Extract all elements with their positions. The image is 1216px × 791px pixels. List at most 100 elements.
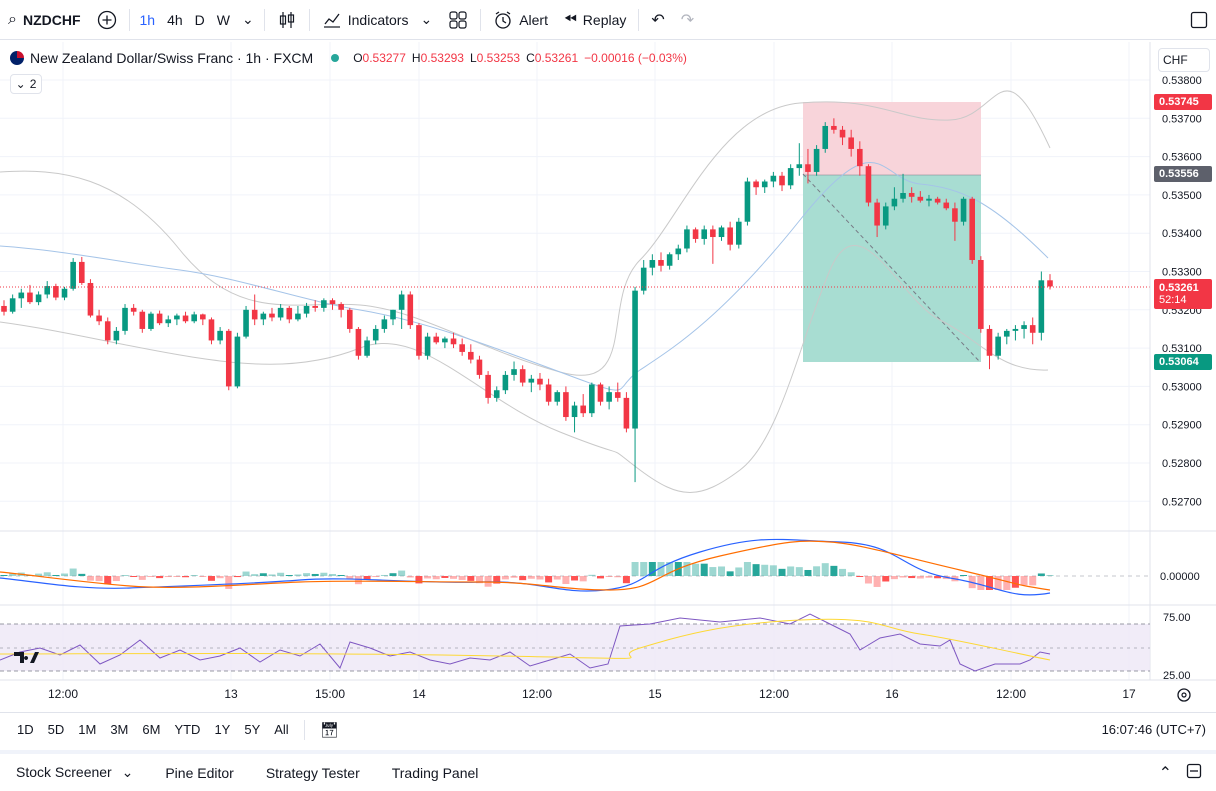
position-tool[interactable] bbox=[802, 102, 981, 363]
candle-body[interactable] bbox=[303, 305, 310, 314]
range-1d[interactable]: 1D bbox=[17, 722, 34, 737]
candle-body[interactable] bbox=[79, 261, 85, 283]
candle-body[interactable] bbox=[122, 307, 128, 331]
candle-body[interactable] bbox=[978, 260, 984, 329]
candle-body[interactable] bbox=[969, 198, 975, 261]
candle-body[interactable] bbox=[934, 198, 941, 203]
redo-button[interactable]: ↷ bbox=[673, 0, 702, 40]
candle-body[interactable] bbox=[571, 405, 578, 418]
candle-body[interactable] bbox=[130, 307, 137, 312]
candle-body[interactable] bbox=[614, 392, 621, 398]
candle-body[interactable] bbox=[442, 338, 448, 343]
candle-body[interactable] bbox=[1021, 325, 1027, 329]
interval-4h[interactable]: 4h bbox=[167, 11, 183, 28]
candle-body[interactable] bbox=[355, 328, 362, 356]
candle-body[interactable] bbox=[1047, 280, 1053, 287]
candle-body[interactable] bbox=[753, 181, 759, 188]
range-all[interactable]: All bbox=[274, 722, 289, 737]
candle-body[interactable] bbox=[251, 309, 258, 320]
candle-body[interactable] bbox=[839, 129, 846, 138]
candle-body[interactable] bbox=[787, 168, 794, 186]
candle-body[interactable] bbox=[70, 261, 76, 289]
candle-body[interactable] bbox=[666, 254, 673, 266]
candle-body[interactable] bbox=[995, 336, 1001, 356]
candle-body[interactable] bbox=[1003, 330, 1010, 337]
candle-body[interactable] bbox=[545, 384, 552, 402]
candle-body[interactable] bbox=[770, 175, 777, 182]
candle-body[interactable] bbox=[537, 378, 543, 385]
tab-stock-screener[interactable]: Stock Screener ⌄ bbox=[0, 764, 149, 781]
candle-body[interactable] bbox=[813, 148, 820, 172]
go-to-date-calendar-icon[interactable]: 📅︎ bbox=[319, 721, 339, 739]
layout-button[interactable] bbox=[1182, 0, 1216, 40]
candle-body[interactable] bbox=[926, 198, 932, 201]
candle-body[interactable] bbox=[364, 340, 370, 356]
range-ytd[interactable]: YTD bbox=[174, 722, 201, 737]
legend-collapse-button[interactable]: ⌄ 2 bbox=[10, 74, 42, 94]
candle-body[interactable] bbox=[200, 314, 206, 320]
candle-body[interactable] bbox=[424, 336, 431, 356]
candle-body[interactable] bbox=[597, 384, 604, 402]
candle-body[interactable] bbox=[208, 319, 215, 341]
currency-button[interactable]: CHF bbox=[1158, 48, 1210, 72]
tab-trading-panel[interactable]: Trading Panel bbox=[391, 764, 479, 781]
range-6m[interactable]: 6M bbox=[142, 722, 161, 737]
candle-body[interactable] bbox=[528, 378, 535, 383]
templates-button[interactable] bbox=[440, 0, 476, 40]
price-axis[interactable]: 0.53800 0.53700 0.53600 0.53500 0.53400 0.533… bbox=[1162, 75, 1202, 508]
candle-body[interactable] bbox=[44, 286, 51, 295]
candle-body[interactable] bbox=[217, 330, 223, 341]
candle-body[interactable] bbox=[243, 309, 249, 337]
candle-body[interactable] bbox=[87, 282, 94, 316]
candle-body[interactable] bbox=[658, 260, 664, 266]
candle-body[interactable] bbox=[831, 125, 837, 130]
candle-body[interactable] bbox=[917, 196, 924, 201]
candle-body[interactable] bbox=[882, 206, 889, 226]
candle-body[interactable] bbox=[857, 148, 863, 167]
candle-body[interactable] bbox=[329, 300, 336, 305]
candle-body[interactable] bbox=[156, 313, 163, 324]
candle-body[interactable] bbox=[701, 229, 708, 239]
candle-body[interactable] bbox=[735, 221, 742, 245]
candle-body[interactable] bbox=[338, 304, 344, 310]
tab-strategy-tester[interactable]: Strategy Tester bbox=[265, 764, 360, 781]
candle-body[interactable] bbox=[104, 321, 111, 341]
replay-button[interactable]: ⏪︎ Replay bbox=[556, 0, 634, 40]
candle-body[interactable] bbox=[589, 384, 595, 414]
chart-settings-gear-icon[interactable] bbox=[1177, 688, 1191, 702]
interval-1h[interactable]: 1h bbox=[139, 11, 156, 28]
candle-body[interactable] bbox=[943, 202, 950, 209]
candle-body[interactable] bbox=[286, 307, 293, 320]
candle-body[interactable] bbox=[1029, 325, 1036, 333]
candle-body[interactable] bbox=[260, 313, 267, 320]
candle-body[interactable] bbox=[27, 292, 33, 303]
candles-layer[interactable] bbox=[1, 118, 1053, 483]
candle-body[interactable] bbox=[191, 314, 197, 322]
range-5y[interactable]: 5Y bbox=[244, 722, 261, 737]
candle-body[interactable] bbox=[900, 192, 906, 199]
indicators-button[interactable]: Indicators ⌄ bbox=[314, 0, 440, 40]
candle-body[interactable] bbox=[485, 374, 491, 398]
candle-body[interactable] bbox=[865, 166, 872, 203]
candle-body[interactable] bbox=[148, 313, 154, 329]
rsi-pane[interactable]: 75.00 25.00 bbox=[0, 612, 1191, 682]
candle-body[interactable] bbox=[727, 227, 733, 245]
interval-d[interactable]: D bbox=[194, 11, 205, 28]
macd-pane[interactable]: 0.00000 bbox=[0, 538, 1200, 596]
candle-body[interactable] bbox=[165, 319, 172, 324]
candle-body[interactable] bbox=[692, 229, 699, 239]
candle-body[interactable] bbox=[606, 392, 612, 402]
symbol-search-button[interactable]: ⌕ NZDCHF bbox=[0, 0, 89, 40]
candle-body[interactable] bbox=[891, 198, 898, 207]
candle-body[interactable] bbox=[779, 175, 785, 186]
timezone-clock[interactable]: 16:07:46 (UTC+7) bbox=[1101, 722, 1206, 737]
candle-body[interactable] bbox=[398, 294, 405, 310]
candle-body[interactable] bbox=[563, 392, 569, 418]
candle-body[interactable] bbox=[710, 229, 716, 238]
candle-body[interactable] bbox=[433, 336, 440, 343]
candle-body[interactable] bbox=[623, 397, 630, 429]
candle-body[interactable] bbox=[416, 325, 422, 356]
candle-body[interactable] bbox=[632, 290, 638, 429]
candle-body[interactable] bbox=[174, 315, 180, 320]
tab-pine-editor[interactable]: Pine Editor bbox=[165, 764, 234, 781]
